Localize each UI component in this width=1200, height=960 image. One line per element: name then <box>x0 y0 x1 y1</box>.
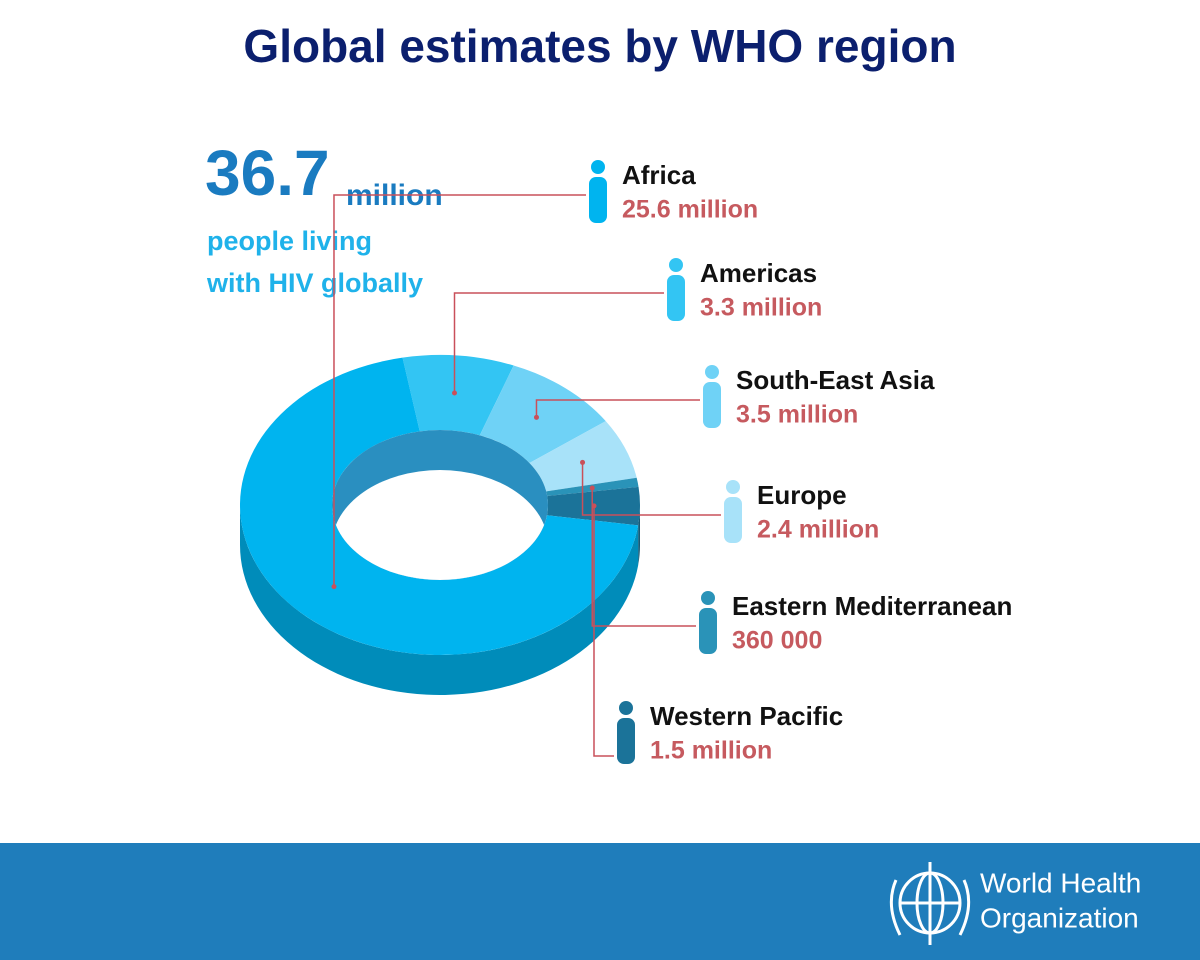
person-icon-head <box>726 480 740 494</box>
person-icon-head <box>669 258 683 272</box>
leader-line <box>535 399 700 418</box>
leader-dot <box>591 503 597 509</box>
legend-label: Eastern Mediterranean <box>732 591 1012 621</box>
person-icon-head <box>701 591 715 605</box>
donut-segment <box>479 365 606 464</box>
headline-text: people living <box>207 226 372 256</box>
chart-title: Global estimates by WHO region <box>243 20 956 72</box>
legend-label: Europe <box>757 480 847 510</box>
leader-dot <box>589 485 595 491</box>
who-logo <box>889 862 971 945</box>
org-name: World Health <box>980 867 1141 898</box>
leader-dot <box>580 459 586 465</box>
legend: Africa 25.6 million Americas 3.3 million Sou… <box>331 160 1012 765</box>
donut-hole <box>332 470 548 580</box>
value-label: 3.3 million <box>700 294 822 322</box>
donut-side <box>638 505 640 566</box>
leader-dot <box>533 414 539 420</box>
donut-segment <box>402 355 514 436</box>
person-icon-head <box>619 701 633 715</box>
headline-value: 36.7 <box>205 137 330 209</box>
headline-text: with HIV globally <box>206 268 423 298</box>
person-icon-body <box>589 177 607 223</box>
leader-dot <box>452 390 458 396</box>
value-label: 3.5 million <box>736 401 858 429</box>
person-icon-head <box>705 365 719 379</box>
leader-line <box>591 488 696 627</box>
leader-line <box>333 194 586 587</box>
value-label: 1.5 million <box>650 737 772 765</box>
legend-label: Western Pacific <box>650 701 843 731</box>
person-icon-body <box>617 718 635 764</box>
person-icon-head <box>591 160 605 174</box>
leader-line <box>593 505 614 757</box>
value-label: 2.4 million <box>757 516 879 544</box>
leader-dot <box>331 584 337 590</box>
donut <box>239 355 640 695</box>
leader-line <box>581 462 721 516</box>
person-icon-body <box>667 275 685 321</box>
person-icon-body <box>703 382 721 428</box>
leader-line <box>453 292 664 393</box>
donut-segment <box>239 357 639 656</box>
person-icon-body <box>699 608 717 654</box>
value-label: 360 000 <box>732 627 822 655</box>
legend-label: Americas <box>700 258 817 288</box>
value-label: 25.6 million <box>622 196 758 224</box>
footer-bar <box>0 843 1200 960</box>
org-name: Organization <box>980 902 1139 933</box>
donut-segment <box>529 421 637 492</box>
person-icon-body <box>724 497 742 543</box>
legend-label: Africa <box>622 160 696 190</box>
legend-label: South-East Asia <box>736 365 935 395</box>
donut-side <box>240 505 639 695</box>
